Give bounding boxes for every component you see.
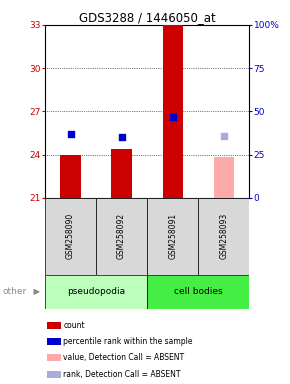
- Bar: [147, 198, 198, 275]
- Bar: [45, 275, 147, 309]
- Bar: [60, 155, 81, 198]
- Bar: [214, 157, 234, 198]
- Bar: [47, 338, 61, 345]
- Text: GSM258091: GSM258091: [168, 213, 177, 259]
- Text: pseudopodia: pseudopodia: [67, 287, 125, 296]
- Text: percentile rank within the sample: percentile rank within the sample: [63, 337, 193, 346]
- Bar: [45, 198, 96, 275]
- Point: [222, 133, 226, 139]
- Point: [68, 131, 73, 137]
- Bar: [47, 354, 61, 361]
- Text: value, Detection Call = ABSENT: value, Detection Call = ABSENT: [63, 353, 184, 362]
- Title: GDS3288 / 1446050_at: GDS3288 / 1446050_at: [79, 11, 215, 24]
- Bar: [111, 149, 132, 198]
- Bar: [47, 371, 61, 378]
- Text: count: count: [63, 321, 85, 330]
- Bar: [147, 275, 249, 309]
- Text: other: other: [3, 287, 27, 296]
- Bar: [198, 198, 249, 275]
- Point: [119, 134, 124, 141]
- Text: cell bodies: cell bodies: [174, 287, 223, 296]
- Bar: [47, 322, 61, 329]
- Text: rank, Detection Call = ABSENT: rank, Detection Call = ABSENT: [63, 370, 181, 379]
- Bar: [162, 25, 183, 198]
- Text: GSM258090: GSM258090: [66, 213, 75, 259]
- Point: [171, 114, 175, 120]
- Bar: [96, 198, 147, 275]
- Text: GSM258093: GSM258093: [219, 213, 228, 259]
- Text: GSM258092: GSM258092: [117, 213, 126, 259]
